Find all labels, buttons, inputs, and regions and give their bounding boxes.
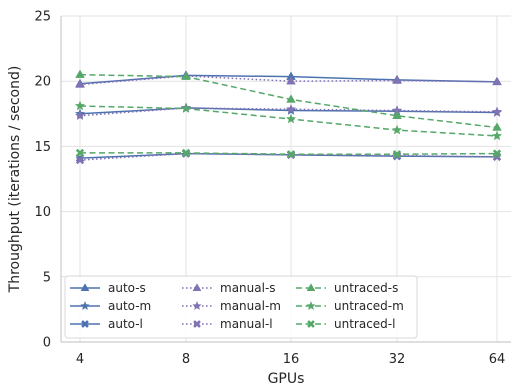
tick-labels: 0 5 10 15 20 25 4 8 16 32 64 (34, 10, 505, 368)
data-point-manual-s (286, 76, 296, 85)
legend-label: auto-m (108, 299, 151, 313)
legend-label: untraced-m (334, 299, 404, 313)
legend-swatch-marker (193, 320, 201, 328)
data-point-untraced-m (180, 103, 192, 113)
legend-label: manual-s (220, 281, 276, 295)
x-tick-label: 4 (76, 352, 84, 367)
series-lines (74, 69, 503, 165)
axes (60, 16, 511, 343)
x-tick-label: 16 (283, 352, 300, 367)
data-point-untraced-s (286, 94, 296, 103)
legend-item-manual-m: manual-m (182, 299, 281, 313)
x-tick-label: 64 (489, 352, 506, 367)
legend-item-untraced-m: untraced-m (296, 299, 404, 313)
legend-item-untraced-s: untraced-s (296, 281, 398, 295)
data-point-untraced-s (392, 110, 402, 119)
data-point-untraced-l (75, 148, 85, 158)
legend-box (64, 275, 418, 339)
data-point-untraced-l (492, 149, 502, 158)
legend-swatch-marker (307, 320, 315, 328)
y-tick-label: 25 (34, 10, 51, 25)
legend-label: manual-m (220, 299, 281, 313)
series-untraced-m (74, 100, 503, 141)
data-point-untraced-l (181, 148, 191, 158)
legend-label: untraced-l (334, 317, 395, 331)
data-point-manual-m (285, 103, 297, 114)
legend: auto-s auto-m auto-l manual-s manual-m manual… (64, 275, 418, 339)
legend-item-auto-m: auto-m (70, 299, 151, 313)
legend-swatch-marker (306, 283, 316, 291)
data-point-manual-m (491, 106, 503, 117)
x-axis-label: GPUs (268, 371, 305, 386)
data-point-untraced-m (285, 113, 297, 124)
legend-swatch-marker (81, 320, 89, 328)
y-axis-label: Throughput (iterations / second) (7, 66, 23, 294)
series-untraced-s (75, 69, 502, 131)
legend-item-auto-l: auto-l (70, 317, 143, 331)
data-point-untraced-m (391, 124, 403, 135)
data-point-untraced-s (75, 69, 85, 78)
series-untraced-l (75, 148, 502, 159)
data-point-untraced-l (286, 150, 296, 159)
data-point-untraced-m (74, 100, 86, 111)
legend-label: auto-l (108, 317, 143, 331)
x-tick-label: 32 (389, 352, 406, 367)
data-point-manual-l (75, 155, 85, 165)
data-point-untraced-s (492, 122, 502, 131)
legend-item-manual-l: manual-l (182, 317, 273, 331)
y-tick-label: 5 (43, 270, 51, 285)
legend-swatch-marker (80, 301, 90, 311)
x-tick-label: 8 (182, 352, 190, 367)
legend-item-manual-s: manual-s (182, 281, 276, 295)
legend-item-untraced-l: untraced-l (296, 317, 395, 331)
data-point-untraced-s (181, 71, 191, 80)
data-point-manual-s (75, 79, 85, 88)
legend-item-auto-s: auto-s (70, 281, 146, 295)
legend-swatch-marker (192, 301, 202, 311)
legend-swatch-marker (192, 283, 202, 291)
legend-label: untraced-s (334, 281, 398, 295)
data-point-untraced-m (491, 130, 503, 141)
y-tick-label: 15 (34, 140, 51, 155)
y-tick-label: 20 (34, 75, 51, 90)
data-point-manual-s (392, 75, 402, 84)
y-tick-label: 10 (34, 205, 51, 220)
legend-swatch-marker (306, 301, 316, 311)
data-point-manual-m (74, 110, 86, 121)
series-auto-m (74, 102, 503, 119)
legend-label: manual-l (220, 317, 273, 331)
y-tick-label: 0 (43, 336, 51, 351)
legend-swatch-marker (80, 283, 90, 291)
legend-label: auto-s (108, 281, 146, 295)
data-point-manual-s (492, 76, 502, 86)
data-point-untraced-l (392, 150, 402, 159)
